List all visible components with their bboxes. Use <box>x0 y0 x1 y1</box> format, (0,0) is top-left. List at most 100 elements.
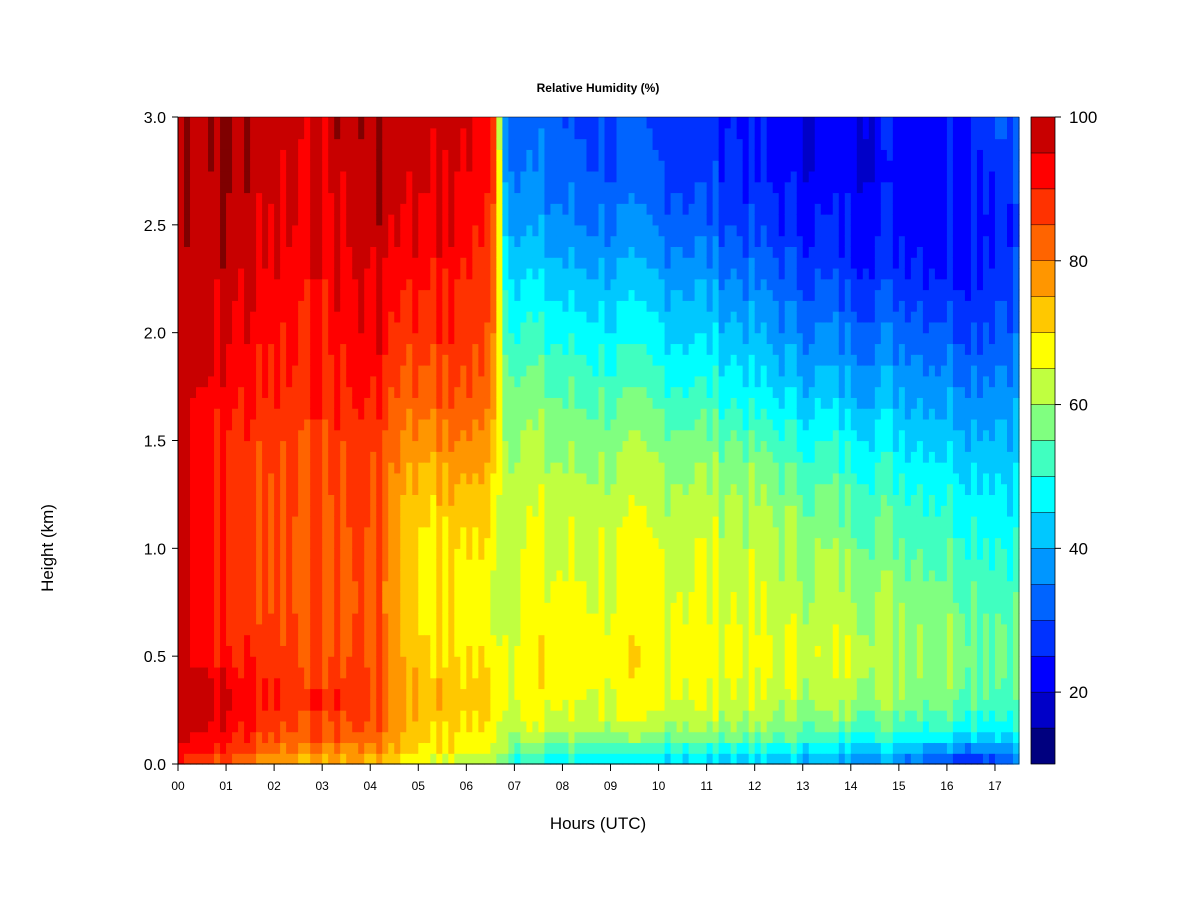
heatmap-cell <box>322 440 329 452</box>
heatmap-cell <box>190 418 197 431</box>
heatmap-cell <box>244 451 251 463</box>
heatmap-cell <box>640 257 648 269</box>
heatmap-cell <box>514 203 522 215</box>
heatmap-cell <box>628 462 636 474</box>
heatmap-cell <box>280 170 287 183</box>
heatmap-cell <box>220 623 227 636</box>
heatmap-cell <box>412 559 419 571</box>
heatmap-cell <box>226 688 233 700</box>
heatmap-cell <box>382 526 389 539</box>
heatmap-cell <box>358 537 365 549</box>
heatmap-cell <box>364 720 371 733</box>
heatmap-cell <box>628 170 636 183</box>
heatmap-cell <box>184 602 191 614</box>
heatmap-cell <box>226 332 233 345</box>
heatmap-cell <box>322 526 329 539</box>
heatmap-cell <box>478 181 485 194</box>
heatmap-cell <box>460 278 467 291</box>
heatmap-cell <box>442 214 449 226</box>
heatmap-cell <box>538 591 546 603</box>
heatmap-cell <box>334 203 341 215</box>
heatmap-cell <box>640 278 648 291</box>
heatmap-cell <box>310 688 317 700</box>
heatmap-cell <box>322 246 329 258</box>
heatmap-cell <box>292 677 299 690</box>
heatmap-cell <box>274 289 281 301</box>
heatmap-cell <box>322 332 329 345</box>
heatmap-cell <box>382 645 389 657</box>
heatmap-cell <box>250 117 257 129</box>
heatmap-cell <box>520 375 528 388</box>
heatmap-cell <box>604 418 612 431</box>
heatmap-cell <box>586 311 594 323</box>
heatmap-cell <box>214 332 221 345</box>
heatmap-cell <box>646 580 654 593</box>
heatmap-cell <box>424 375 431 388</box>
heatmap-cell <box>646 569 654 582</box>
heatmap-cell <box>196 267 203 280</box>
heatmap-cell <box>184 623 191 636</box>
heatmap-cell <box>604 365 612 377</box>
heatmap-cell <box>628 235 636 247</box>
heatmap-cell <box>670 753 678 765</box>
heatmap-cell <box>472 720 479 733</box>
heatmap-cell <box>586 127 594 140</box>
heatmap-cell <box>232 559 239 571</box>
heatmap-cell <box>616 354 624 366</box>
heatmap-cell <box>358 138 365 150</box>
heatmap-cell <box>328 203 335 215</box>
heatmap-cell <box>196 451 203 463</box>
heatmap-cell <box>448 699 455 711</box>
heatmap-cell <box>280 235 287 247</box>
heatmap-cell <box>670 181 678 194</box>
heatmap-cell <box>484 138 491 150</box>
heatmap-cell <box>442 699 449 711</box>
heatmap-cell <box>382 548 389 560</box>
heatmap-cell <box>568 580 576 593</box>
heatmap-cell <box>520 311 528 323</box>
heatmap-cell <box>334 666 341 679</box>
heatmap-cell <box>190 429 197 442</box>
heatmap-cell <box>280 472 287 485</box>
heatmap-cell <box>286 742 293 754</box>
heatmap-cell <box>580 483 588 496</box>
heatmap-cell <box>556 602 564 614</box>
heatmap-cell <box>286 246 293 258</box>
heatmap-cell <box>178 645 185 657</box>
heatmap-cell <box>178 214 185 226</box>
heatmap-cell <box>394 214 401 226</box>
heatmap-cell <box>268 160 275 172</box>
heatmap-cell <box>322 160 329 172</box>
heatmap-cell <box>322 569 329 582</box>
heatmap-cell <box>334 235 341 247</box>
heatmap-cell <box>568 418 576 431</box>
heatmap-cell <box>556 591 564 603</box>
heatmap-cell <box>376 731 383 744</box>
heatmap-cell <box>466 440 473 452</box>
heatmap-cell <box>622 138 630 150</box>
heatmap-cell <box>406 192 413 204</box>
heatmap-cell <box>646 559 654 571</box>
heatmap-cell <box>556 634 564 646</box>
heatmap-cell <box>514 375 522 388</box>
heatmap-cell <box>628 753 636 765</box>
heatmap-cell <box>226 613 233 625</box>
heatmap-cell <box>286 138 293 150</box>
heatmap-cell <box>454 720 461 733</box>
heatmap-cell <box>478 192 485 204</box>
heatmap-cell <box>484 677 491 690</box>
heatmap-cell <box>310 235 317 247</box>
heatmap-cell <box>556 321 564 334</box>
heatmap-cell <box>364 526 371 539</box>
heatmap-cell <box>544 278 552 291</box>
heatmap-cell <box>484 634 491 646</box>
heatmap-cell <box>490 613 497 625</box>
heatmap-cell <box>328 613 335 625</box>
heatmap-cell <box>496 537 503 549</box>
heatmap-cell <box>652 321 660 334</box>
heatmap-cell <box>178 246 185 258</box>
heatmap-cell <box>238 656 245 668</box>
heatmap-cell <box>184 300 191 312</box>
heatmap-cell <box>256 742 263 754</box>
heatmap-cell <box>640 365 648 377</box>
